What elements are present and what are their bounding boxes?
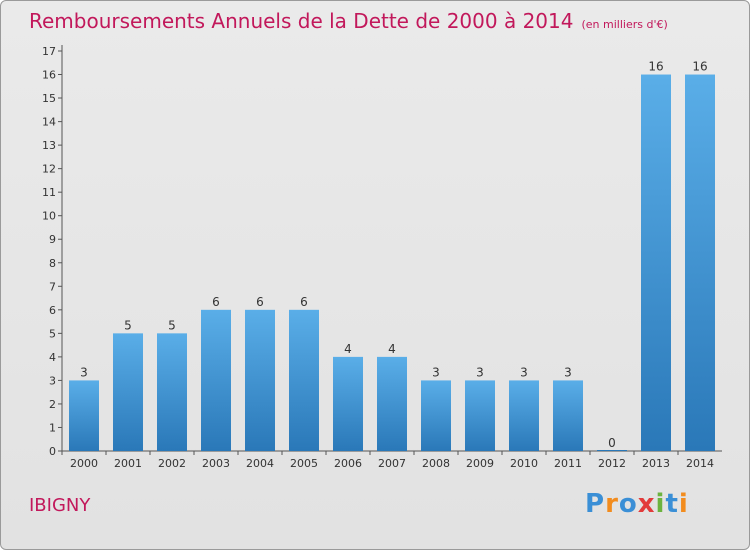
y-tick-label: 17: [42, 45, 56, 58]
data-label: 16: [692, 60, 707, 74]
data-label: 5: [124, 318, 132, 332]
y-tick-label: 6: [49, 304, 56, 317]
logo-letter: o: [618, 489, 638, 519]
y-tick-label: 8: [49, 257, 56, 270]
bar: [377, 356, 407, 451]
bar: [597, 450, 627, 451]
bar: [157, 333, 187, 451]
data-label: 6: [256, 295, 264, 309]
bar: [685, 74, 715, 451]
bar: [553, 380, 583, 451]
y-tick-label: 15: [42, 92, 56, 105]
y-tick-label: 11: [42, 186, 56, 199]
y-tick-label: 1: [49, 421, 56, 434]
y-tick-label: 9: [49, 233, 56, 246]
x-tick-label: 2010: [510, 457, 538, 470]
bar: [69, 380, 99, 451]
bar: [289, 309, 319, 451]
x-tick-label: 2008: [422, 457, 450, 470]
data-label: 3: [564, 365, 572, 379]
y-tick-label: 2: [49, 398, 56, 411]
data-label: 3: [476, 365, 484, 379]
y-tick-label: 14: [42, 116, 56, 129]
y-tick-label: 5: [49, 327, 56, 340]
logo-letter: r: [605, 489, 619, 519]
x-tick-label: 2009: [466, 457, 494, 470]
x-tick-label: 2004: [246, 457, 274, 470]
data-label: 4: [344, 342, 352, 356]
data-label: 4: [388, 342, 396, 356]
logo-letter: i: [655, 489, 666, 519]
data-label: 6: [212, 295, 220, 309]
x-tick-label: 2014: [686, 457, 714, 470]
logo-letter: x: [637, 489, 656, 519]
bar: [421, 380, 451, 451]
data-label: 3: [432, 365, 440, 379]
bar: [201, 309, 231, 451]
x-tick-label: 2011: [554, 457, 582, 470]
chart-title-text: Remboursements Annuels de la Dette de 20…: [29, 9, 574, 33]
y-tick-label: 0: [49, 445, 56, 458]
x-tick-label: 2012: [598, 457, 626, 470]
x-tick-label: 2013: [642, 457, 670, 470]
bar: [465, 380, 495, 451]
data-label: 5: [168, 318, 176, 332]
y-tick-label: 16: [42, 69, 56, 82]
logo-letter: t: [665, 489, 679, 519]
bar: [113, 333, 143, 451]
chart-subtitle: (en milliers d'€): [581, 18, 668, 31]
logo-letter: P: [585, 489, 606, 519]
x-tick-label: 2000: [70, 457, 98, 470]
x-tick-label: 2001: [114, 457, 142, 470]
bar: [245, 309, 275, 451]
data-label: 3: [80, 365, 88, 379]
proxiti-logo: Proxiti: [585, 489, 689, 519]
x-tick-label: 2003: [202, 457, 230, 470]
data-label: 0: [608, 436, 616, 450]
chart-title: Remboursements Annuels de la Dette de 20…: [29, 9, 668, 33]
y-tick-label: 7: [49, 280, 56, 293]
commune-name: IBIGNY: [29, 495, 91, 516]
data-label: 3: [520, 365, 528, 379]
y-tick-label: 4: [49, 351, 56, 364]
data-label: 6: [300, 295, 308, 309]
y-tick-label: 10: [42, 210, 56, 223]
y-tick-label: 12: [42, 163, 56, 176]
bar: [509, 380, 539, 451]
logo-letter: i: [678, 489, 689, 519]
bar: [641, 74, 671, 451]
x-tick-label: 2005: [290, 457, 318, 470]
data-label: 16: [648, 60, 663, 74]
y-tick-label: 3: [49, 374, 56, 387]
x-tick-label: 2002: [158, 457, 186, 470]
bar: [333, 356, 363, 451]
y-tick-label: 13: [42, 139, 56, 152]
x-tick-label: 2006: [334, 457, 362, 470]
x-tick-label: 2007: [378, 457, 406, 470]
